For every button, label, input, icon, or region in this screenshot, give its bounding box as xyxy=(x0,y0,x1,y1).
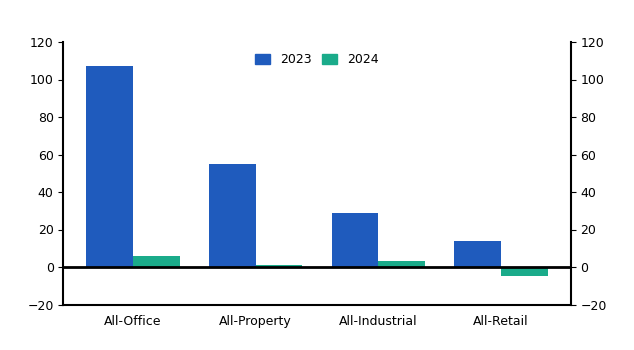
Bar xyxy=(332,212,378,267)
Bar xyxy=(378,261,425,267)
Bar xyxy=(86,66,133,267)
Bar xyxy=(209,164,256,267)
Bar xyxy=(133,256,179,267)
Bar xyxy=(455,241,501,267)
Legend: 2023, 2024: 2023, 2024 xyxy=(250,48,384,71)
Bar xyxy=(256,265,302,267)
Bar xyxy=(501,267,548,276)
